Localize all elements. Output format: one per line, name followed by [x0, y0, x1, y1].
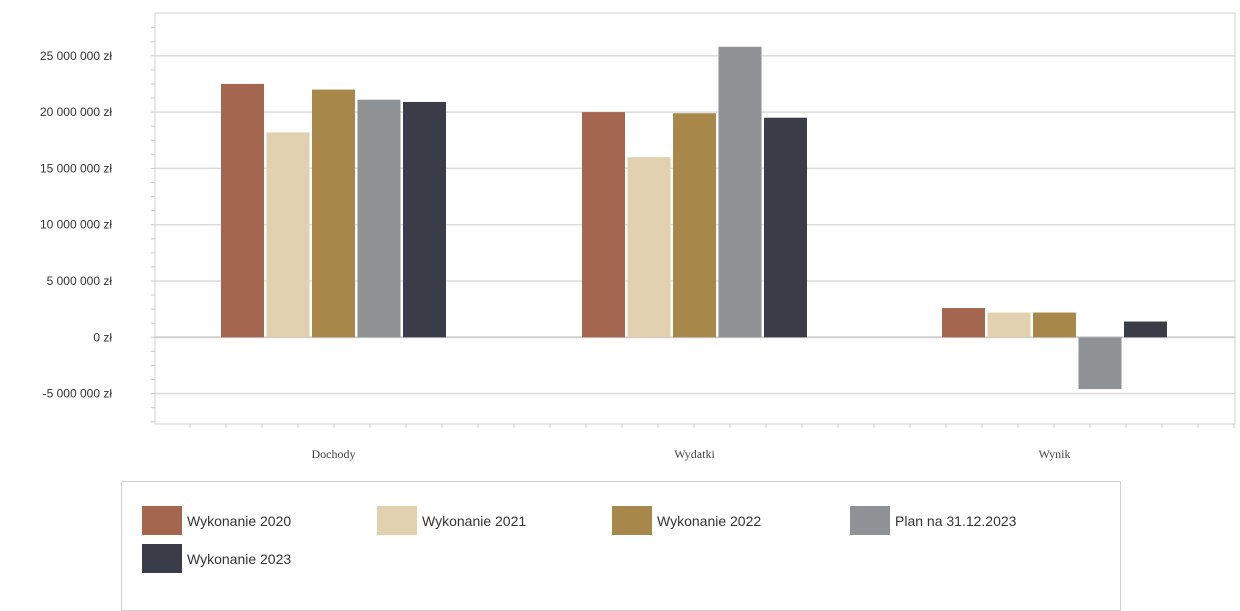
legend-item: Wykonanie 2023 — [142, 544, 291, 573]
bar — [627, 157, 671, 338]
legend-swatch — [142, 544, 182, 573]
plot-frame — [154, 12, 1236, 425]
legend-item: Wykonanie 2021 — [377, 506, 526, 535]
bar-chart: 25 000 000 zł 20 000 000 zł 15 000 000 zł 1… — [40, 12, 1236, 461]
x-category-label: Wydatki — [674, 447, 715, 461]
legend-swatch — [142, 506, 182, 535]
bar — [312, 89, 355, 338]
bar — [942, 308, 985, 338]
bar — [764, 117, 807, 338]
y-tick-label: 5 000 000 zł — [47, 274, 113, 288]
y-tick-label: 25 000 000 zł — [40, 49, 112, 63]
y-tick-label: 15 000 000 zł — [40, 161, 112, 175]
bar — [403, 101, 446, 338]
bar — [673, 113, 716, 338]
bar — [266, 132, 310, 338]
y-tick-label: 20 000 000 zł — [40, 105, 112, 119]
legend-swatch — [850, 506, 890, 535]
bar — [357, 99, 401, 338]
bar — [221, 83, 264, 338]
bar — [987, 312, 1031, 338]
legend-item: Plan na 31.12.2023 — [850, 506, 1016, 535]
x-category-label: Dochody — [312, 447, 356, 461]
legend-item: Wykonanie 2022 — [612, 506, 761, 535]
category-labels: Dochody Wydatki Wynik — [312, 447, 1071, 461]
bar — [582, 112, 625, 338]
legend: Wykonanie 2020 Wykonanie 2021 Wykonanie 20… — [121, 481, 1121, 611]
bar — [1124, 321, 1167, 338]
y-tick-label: 0 zł — [93, 330, 112, 344]
legend-label: Wykonanie 2022 — [657, 512, 762, 529]
bars — [221, 46, 1167, 390]
legend-label: Wykonanie 2021 — [422, 512, 527, 529]
legend-label: Plan na 31.12.2023 — [895, 512, 1017, 529]
x-category-label: Wynik — [1039, 447, 1071, 461]
axes — [151, 12, 1236, 428]
y-tick-label: 10 000 000 zł — [40, 218, 112, 232]
y-tick-labels: 25 000 000 zł 20 000 000 zł 15 000 000 zł 1… — [40, 49, 112, 401]
legend-swatch — [612, 506, 652, 535]
legend-swatch — [377, 506, 417, 535]
legend-label: Wykonanie 2023 — [187, 550, 292, 567]
bar — [718, 46, 762, 338]
bar — [1033, 312, 1076, 338]
legend-item: Wykonanie 2020 — [142, 506, 291, 535]
legend-label: Wykonanie 2020 — [187, 512, 292, 529]
y-tick-label: -5 000 000 zł — [43, 387, 113, 401]
bar — [1078, 337, 1122, 390]
